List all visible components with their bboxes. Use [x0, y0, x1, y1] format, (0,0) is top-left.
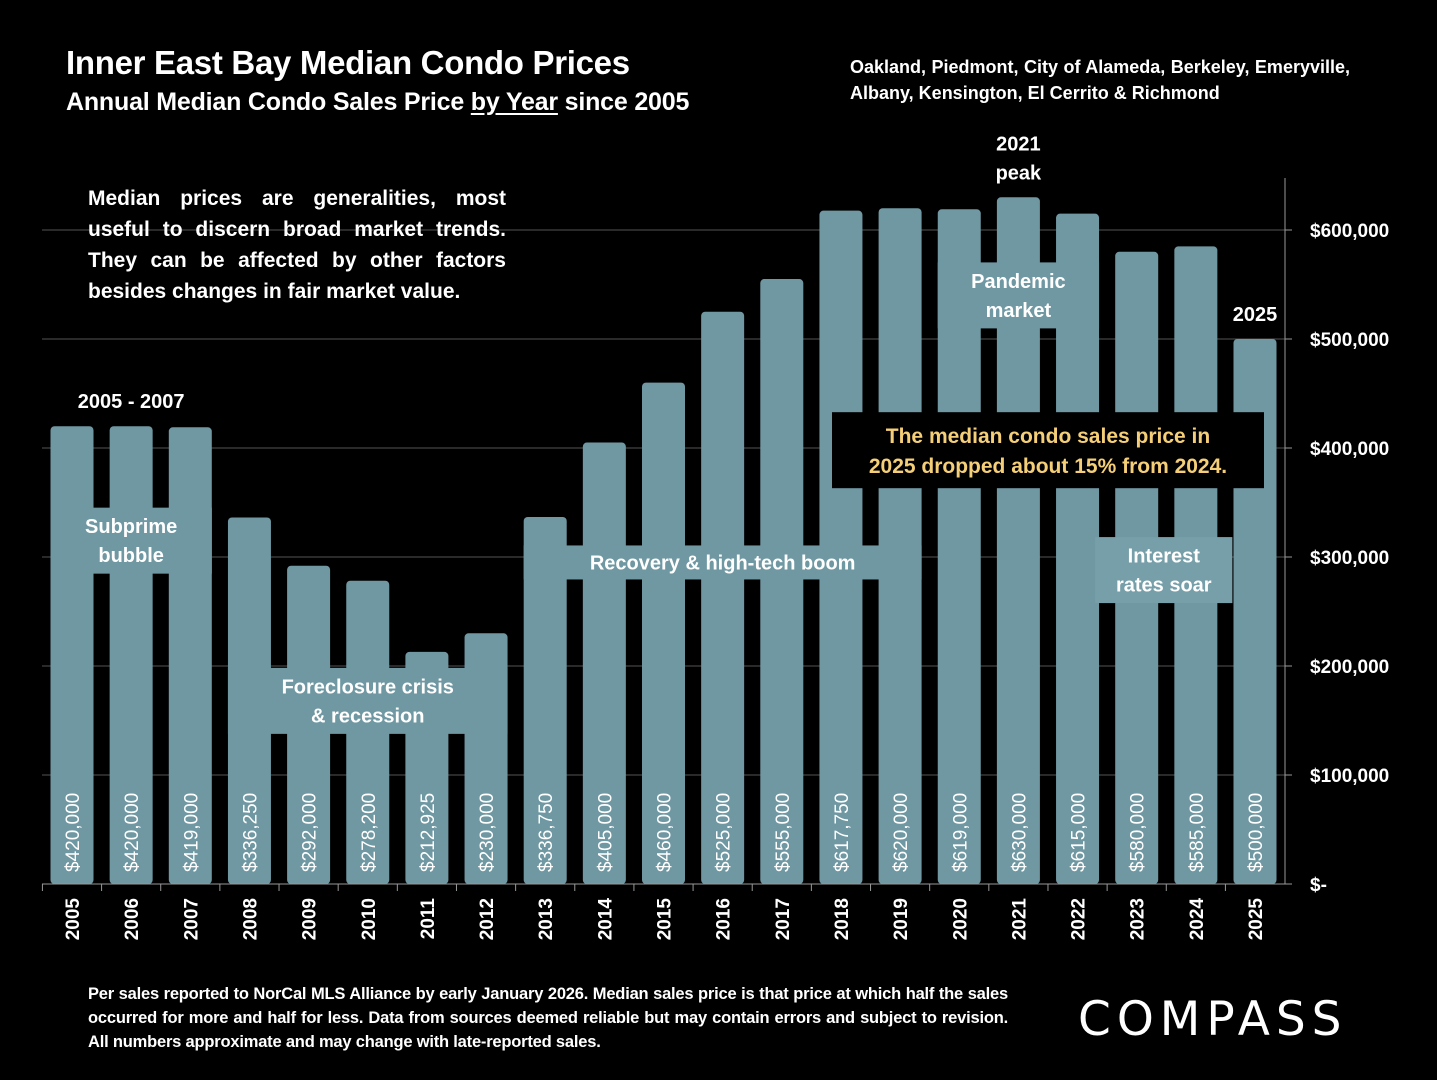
subtitle-part: Annual Median Condo Sales Price	[66, 88, 471, 116]
x-tick-label: 2022	[1069, 898, 1090, 940]
data-label: $555,000	[773, 793, 794, 872]
bar-2021	[996, 197, 1040, 885]
annotation-label: Subprime	[85, 516, 177, 538]
x-tick-label: 2006	[122, 898, 143, 940]
data-label: $617,750	[832, 793, 853, 872]
subtitle-underlined: by Year	[470, 88, 558, 116]
data-label: $619,000	[950, 793, 971, 872]
x-tick-label: 2017	[773, 898, 794, 940]
data-label: $585,000	[1187, 793, 1208, 872]
data-label: $460,000	[655, 793, 676, 872]
bar-2020	[937, 209, 981, 885]
x-tick-label: 2005	[63, 898, 84, 941]
x-tick-label: 2014	[595, 898, 616, 941]
y-tick-label: $300,000	[1310, 548, 1389, 569]
x-tick-label: 2009	[300, 898, 321, 940]
bar-2022	[1056, 213, 1100, 884]
data-label: $278,200	[359, 793, 380, 872]
annotation-band	[937, 262, 1100, 329]
bar-2013	[523, 516, 567, 884]
x-tick-label: 2013	[536, 898, 557, 940]
y-tick-label: $500,000	[1310, 330, 1389, 351]
annotation-label: Recovery & high-tech boom	[590, 552, 856, 574]
y-tick-label: $400,000	[1310, 439, 1389, 460]
annotation-label: & recession	[311, 705, 424, 727]
annotation-band	[523, 545, 922, 580]
x-tick-label: 2011	[418, 898, 439, 940]
chart-title: Inner East Bay Median Condo Prices	[66, 44, 630, 81]
bar-2017	[760, 279, 804, 884]
x-tick-label: 2024	[1187, 898, 1208, 941]
x-tick-label: 2010	[359, 898, 380, 940]
footnote: Per sales reported to NorCal MLS Allianc…	[88, 985, 1008, 1051]
annotation-top-label: 2021	[996, 133, 1041, 155]
data-label: $500,000	[1246, 793, 1267, 872]
annotation-band	[227, 667, 508, 734]
x-tick-label: 2025	[1246, 898, 1267, 941]
data-label: $336,750	[536, 793, 557, 872]
explanatory-note: Median prices are generalities, most use…	[88, 187, 506, 303]
region-list: Oakland, Piedmont, City of Alameda, Berk…	[850, 57, 1350, 103]
annotation-label: rates soar	[1116, 575, 1212, 597]
x-tick-label: 2019	[891, 898, 912, 940]
bar-chart: $- $100,000 $200,000 $300,000 $400,000 $500,0…	[41, 133, 1389, 941]
annotation-top-label: 2025	[1233, 304, 1278, 326]
data-label: $620,000	[891, 793, 912, 872]
bar-2016	[701, 311, 745, 884]
data-label: $336,250	[240, 793, 261, 872]
annotation-label: Interest	[1128, 546, 1201, 568]
chart-subtitle: Annual Median Condo Sales Price by Year …	[66, 88, 689, 117]
callout-box	[832, 412, 1264, 489]
annotation-label: Pandemic	[971, 271, 1065, 293]
data-label: $230,000	[477, 793, 498, 872]
data-label: $420,000	[63, 793, 84, 872]
annotation-top-label: peak	[996, 162, 1042, 184]
annotation-band	[1095, 537, 1233, 604]
x-tick-label: 2020	[950, 898, 971, 940]
x-tick-label: 2007	[181, 898, 202, 940]
x-tick-label: 2021	[1009, 898, 1030, 941]
data-label: $405,000	[595, 793, 616, 872]
x-tick-label: 2018	[832, 898, 853, 940]
x-tick-label: 2012	[477, 898, 498, 940]
x-tick-label: 2016	[714, 898, 735, 940]
callout-text: 2025 dropped about 15% from 2024.	[869, 455, 1227, 478]
y-tick-label: $-	[1310, 875, 1327, 896]
annotation-band	[50, 507, 212, 574]
annotation-label: bubble	[98, 545, 164, 567]
data-label: $525,000	[714, 793, 735, 872]
y-tick-label: $600,000	[1310, 221, 1389, 242]
data-label: $212,925	[418, 793, 439, 872]
compass-logo: COMPASS	[1078, 992, 1348, 1047]
subtitle-part: since 2005	[557, 88, 690, 116]
bar-2015	[642, 382, 685, 884]
x-tick-label: 2008	[240, 898, 261, 940]
y-tick-label: $200,000	[1310, 657, 1389, 678]
callout-text: The median condo sales price in	[886, 425, 1210, 448]
data-label: $615,000	[1069, 793, 1090, 872]
data-label: $292,000	[300, 793, 321, 872]
data-label: $580,000	[1128, 793, 1149, 872]
data-label: $420,000	[122, 793, 143, 872]
x-tick-label: 2015	[655, 898, 676, 941]
data-label: $419,000	[181, 793, 202, 872]
y-tick-label: $100,000	[1310, 766, 1389, 787]
annotation-label: market	[986, 300, 1052, 322]
annotation-label: Foreclosure crisis	[282, 676, 454, 698]
x-tick-label: 2023	[1128, 898, 1149, 940]
annotation-top-label: 2005 - 2007	[78, 391, 185, 413]
data-label: $630,000	[1009, 793, 1030, 872]
